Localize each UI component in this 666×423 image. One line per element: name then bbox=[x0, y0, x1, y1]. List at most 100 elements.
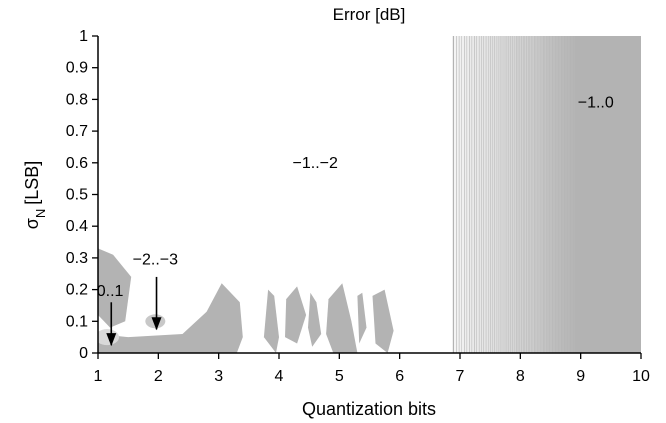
y-axis-label-main: σ bbox=[22, 218, 42, 229]
region-stripe bbox=[464, 36, 467, 353]
region-stripe bbox=[456, 36, 459, 353]
region-stripe bbox=[549, 36, 551, 353]
region-minus1-to-0-blob bbox=[326, 283, 358, 353]
contour-regions bbox=[98, 36, 641, 353]
x-tick-label: 9 bbox=[576, 368, 585, 385]
y-tick-label: 0.9 bbox=[66, 60, 88, 77]
y-tick-label: 0 bbox=[79, 345, 88, 362]
region-stripe bbox=[507, 36, 509, 353]
region-stripe bbox=[570, 36, 572, 353]
region-stripe bbox=[497, 36, 499, 353]
x-tick-label: 7 bbox=[456, 368, 465, 385]
region-stripe bbox=[510, 36, 513, 353]
y-ticks: 0 0.1 0.2 0.3 0.4 0.5 0.6 0.7 0.8 0.9 1 bbox=[66, 28, 98, 362]
region-stripe bbox=[479, 36, 482, 353]
region-stripe bbox=[567, 36, 569, 353]
annotation-label: 0..1 bbox=[97, 283, 124, 300]
region-stripe bbox=[501, 36, 503, 353]
region-stripe bbox=[573, 36, 575, 353]
region-stripe bbox=[542, 36, 544, 353]
x-axis-label: Quantization bits bbox=[302, 399, 436, 419]
y-tick-label: 0.5 bbox=[66, 187, 88, 204]
y-axis-label-sub: N bbox=[33, 209, 48, 218]
region-stripe bbox=[551, 36, 553, 353]
region-stripe bbox=[529, 36, 532, 353]
y-tick-label: 1 bbox=[79, 28, 88, 45]
y-tick-label: 0.3 bbox=[66, 250, 88, 267]
y-tick-label: 0.7 bbox=[66, 123, 88, 140]
y-axis-label-unit: [LSB] bbox=[22, 161, 42, 205]
region-stripe bbox=[564, 36, 566, 353]
y-axis-label: σN [LSB] bbox=[22, 161, 48, 230]
region-stripe bbox=[552, 36, 554, 353]
region-stripe bbox=[537, 36, 539, 353]
region-stripe bbox=[474, 36, 477, 353]
x-tick-label: 2 bbox=[154, 368, 163, 385]
region-stripe bbox=[484, 36, 486, 353]
region-stripe bbox=[454, 36, 457, 353]
region-stripe bbox=[560, 36, 562, 353]
region-stripe bbox=[519, 36, 522, 353]
region-minus1-to-0-blob bbox=[372, 289, 394, 353]
region-stripe bbox=[490, 36, 493, 353]
region-minus1-to-0-blob bbox=[98, 248, 132, 328]
region-stripe bbox=[555, 36, 557, 353]
region-stripe bbox=[477, 36, 479, 353]
region-stripe bbox=[488, 36, 491, 353]
region-stripe bbox=[528, 36, 530, 353]
region-stripe bbox=[462, 36, 464, 353]
region-stripe bbox=[492, 36, 495, 353]
region-minus1-to-0-blob bbox=[308, 292, 322, 347]
y-tick-label: 0.4 bbox=[66, 218, 88, 235]
region-stripe bbox=[533, 36, 535, 353]
y-tick-label: 0.6 bbox=[66, 155, 88, 172]
region-stripe bbox=[526, 36, 528, 353]
region-stripe bbox=[543, 36, 545, 353]
region-stripe bbox=[539, 36, 541, 353]
x-tick-label: 3 bbox=[214, 368, 223, 385]
region-stripe bbox=[505, 36, 507, 353]
region-stripe bbox=[481, 36, 484, 353]
region-minus1-to-0-blob bbox=[98, 283, 243, 353]
region-stripe bbox=[459, 36, 462, 353]
region-stripe bbox=[523, 36, 525, 353]
x-tick-label: 8 bbox=[516, 368, 525, 385]
region-minus1-to-0-blob bbox=[285, 286, 307, 344]
region-stripe bbox=[516, 36, 518, 353]
region-stripe bbox=[545, 36, 547, 353]
arrow-head bbox=[151, 317, 162, 331]
region-stripe bbox=[536, 36, 538, 353]
region-stripe bbox=[531, 36, 533, 353]
region-stripe bbox=[486, 36, 489, 353]
annotation-layer: −1..−2 −1..0 −2..−3 0..1 bbox=[97, 95, 614, 347]
annotation-label: −2..−3 bbox=[133, 251, 178, 268]
region-stripe bbox=[521, 36, 524, 353]
region-stripe bbox=[546, 36, 548, 353]
x-ticks: 1 2 3 4 5 6 7 8 9 10 bbox=[94, 353, 650, 385]
region-stripe bbox=[558, 36, 560, 353]
region-minus1-to-0-blob bbox=[357, 292, 367, 344]
region-stripe bbox=[525, 36, 527, 353]
region-stripe bbox=[469, 36, 472, 353]
region-stripe bbox=[509, 36, 511, 353]
region-stripe bbox=[557, 36, 559, 353]
region-stripe bbox=[540, 36, 542, 353]
x-tick-label: 5 bbox=[335, 368, 344, 385]
y-tick-label: 0.8 bbox=[66, 91, 88, 108]
arrow-head bbox=[106, 333, 117, 347]
x-tick-label: 4 bbox=[275, 368, 284, 385]
y-tick-label: 0.1 bbox=[66, 313, 88, 330]
region-stripe bbox=[561, 36, 563, 353]
region-stripe bbox=[514, 36, 516, 353]
region-stripe bbox=[512, 36, 515, 353]
annotation-label: −1..−2 bbox=[293, 155, 338, 172]
region-stripe bbox=[499, 36, 501, 353]
region-minus1-to-0-blob bbox=[263, 289, 279, 353]
x-tick-label: 6 bbox=[395, 368, 404, 385]
region-stripe bbox=[534, 36, 536, 353]
x-tick-label: 1 bbox=[94, 368, 103, 385]
region-stripe bbox=[503, 36, 505, 353]
region-stripe bbox=[563, 36, 565, 353]
region-stripe bbox=[554, 36, 556, 353]
